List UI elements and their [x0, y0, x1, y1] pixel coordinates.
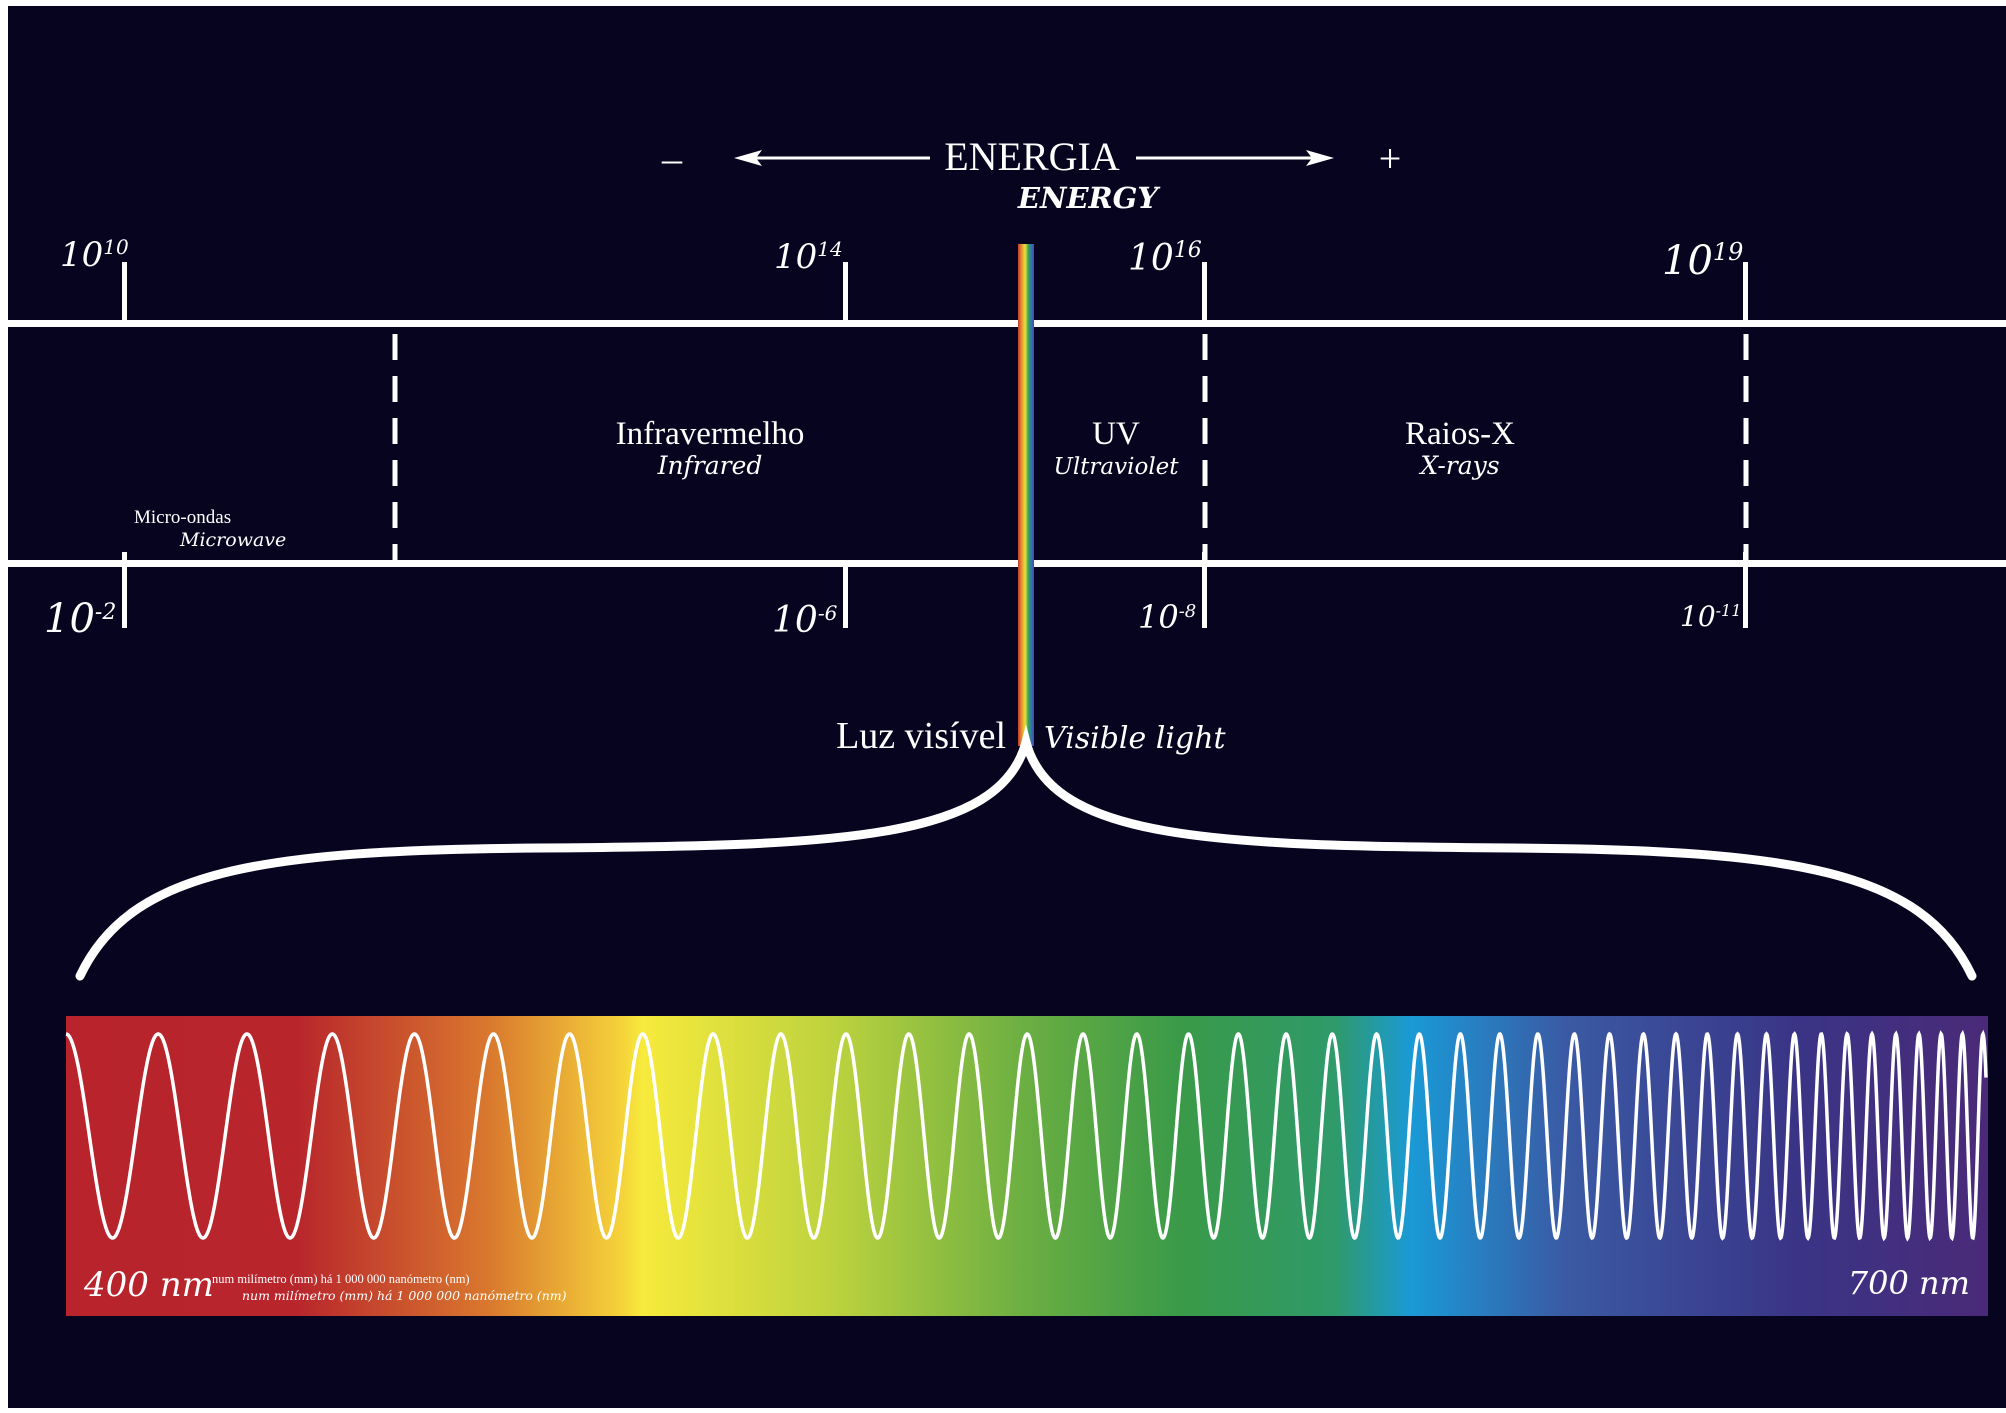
band-label-xray-en: X-rays: [1418, 451, 1499, 480]
frequency-tick: [1202, 262, 1207, 322]
band-label-xray: Raios-X: [1405, 416, 1515, 452]
wavelength-label: 10-11: [1680, 600, 1741, 633]
wavelength-tick: [843, 566, 848, 628]
energy-plus: +: [1379, 136, 1402, 181]
frequency-axis: [8, 320, 2006, 327]
frequency-tick: [843, 262, 848, 322]
frequency-label: 1016: [1128, 238, 1202, 279]
band-label-infrared: Infravermelho: [616, 416, 805, 452]
frequency-tick: [1743, 262, 1748, 322]
wavelength-tick: [122, 552, 127, 628]
frequency-label: 1014: [774, 237, 843, 277]
energy-label-en: ENERGY: [1017, 181, 1162, 215]
spectrum-note-en: num milímetro (mm) há 1 000 000 nanómetr…: [242, 1288, 567, 1303]
wavelength-label: 10-6: [772, 600, 838, 641]
frequency-tick: [122, 262, 127, 322]
energy-label: ENERGIA: [944, 134, 1120, 179]
energy-minus: –: [661, 136, 683, 181]
wavelength-wave-icon: [65, 1029, 1988, 1242]
visible-light-label-en: Visible light: [1044, 721, 1227, 756]
wavelength-axis: [8, 560, 2006, 567]
wavelength-label: 10-8: [1138, 598, 1196, 636]
frequency-label: 1010: [60, 235, 129, 275]
brace-icon: [75, 724, 1977, 981]
wavelength-tick: [1743, 552, 1748, 628]
visible-light-label: Luz visível: [836, 715, 1006, 757]
visible-light-bar: [1018, 244, 1034, 746]
energy-arrow-left-icon: [734, 150, 930, 166]
wavelength-tick: [1202, 552, 1207, 628]
band-label-uv: UV: [1092, 416, 1140, 452]
wavelength-label: 10-2: [44, 596, 116, 642]
spectrum-start-label: 400 nm: [83, 1265, 214, 1305]
band-label-microwave-en: Microwave: [179, 529, 286, 551]
band-label-infrared-en: Infrared: [657, 451, 763, 480]
band-label-microwave: Micro-ondas: [134, 507, 231, 528]
spectrum-note: num milímetro (mm) há 1 000 000 nanómetr…: [212, 1272, 470, 1286]
frequency-label: 1019: [1662, 238, 1743, 284]
spectrum-end-label: 700 nm: [1848, 1264, 1970, 1302]
energy-arrow-right-icon: [1136, 150, 1334, 166]
band-label-uv-en: Ultraviolet: [1053, 454, 1179, 480]
